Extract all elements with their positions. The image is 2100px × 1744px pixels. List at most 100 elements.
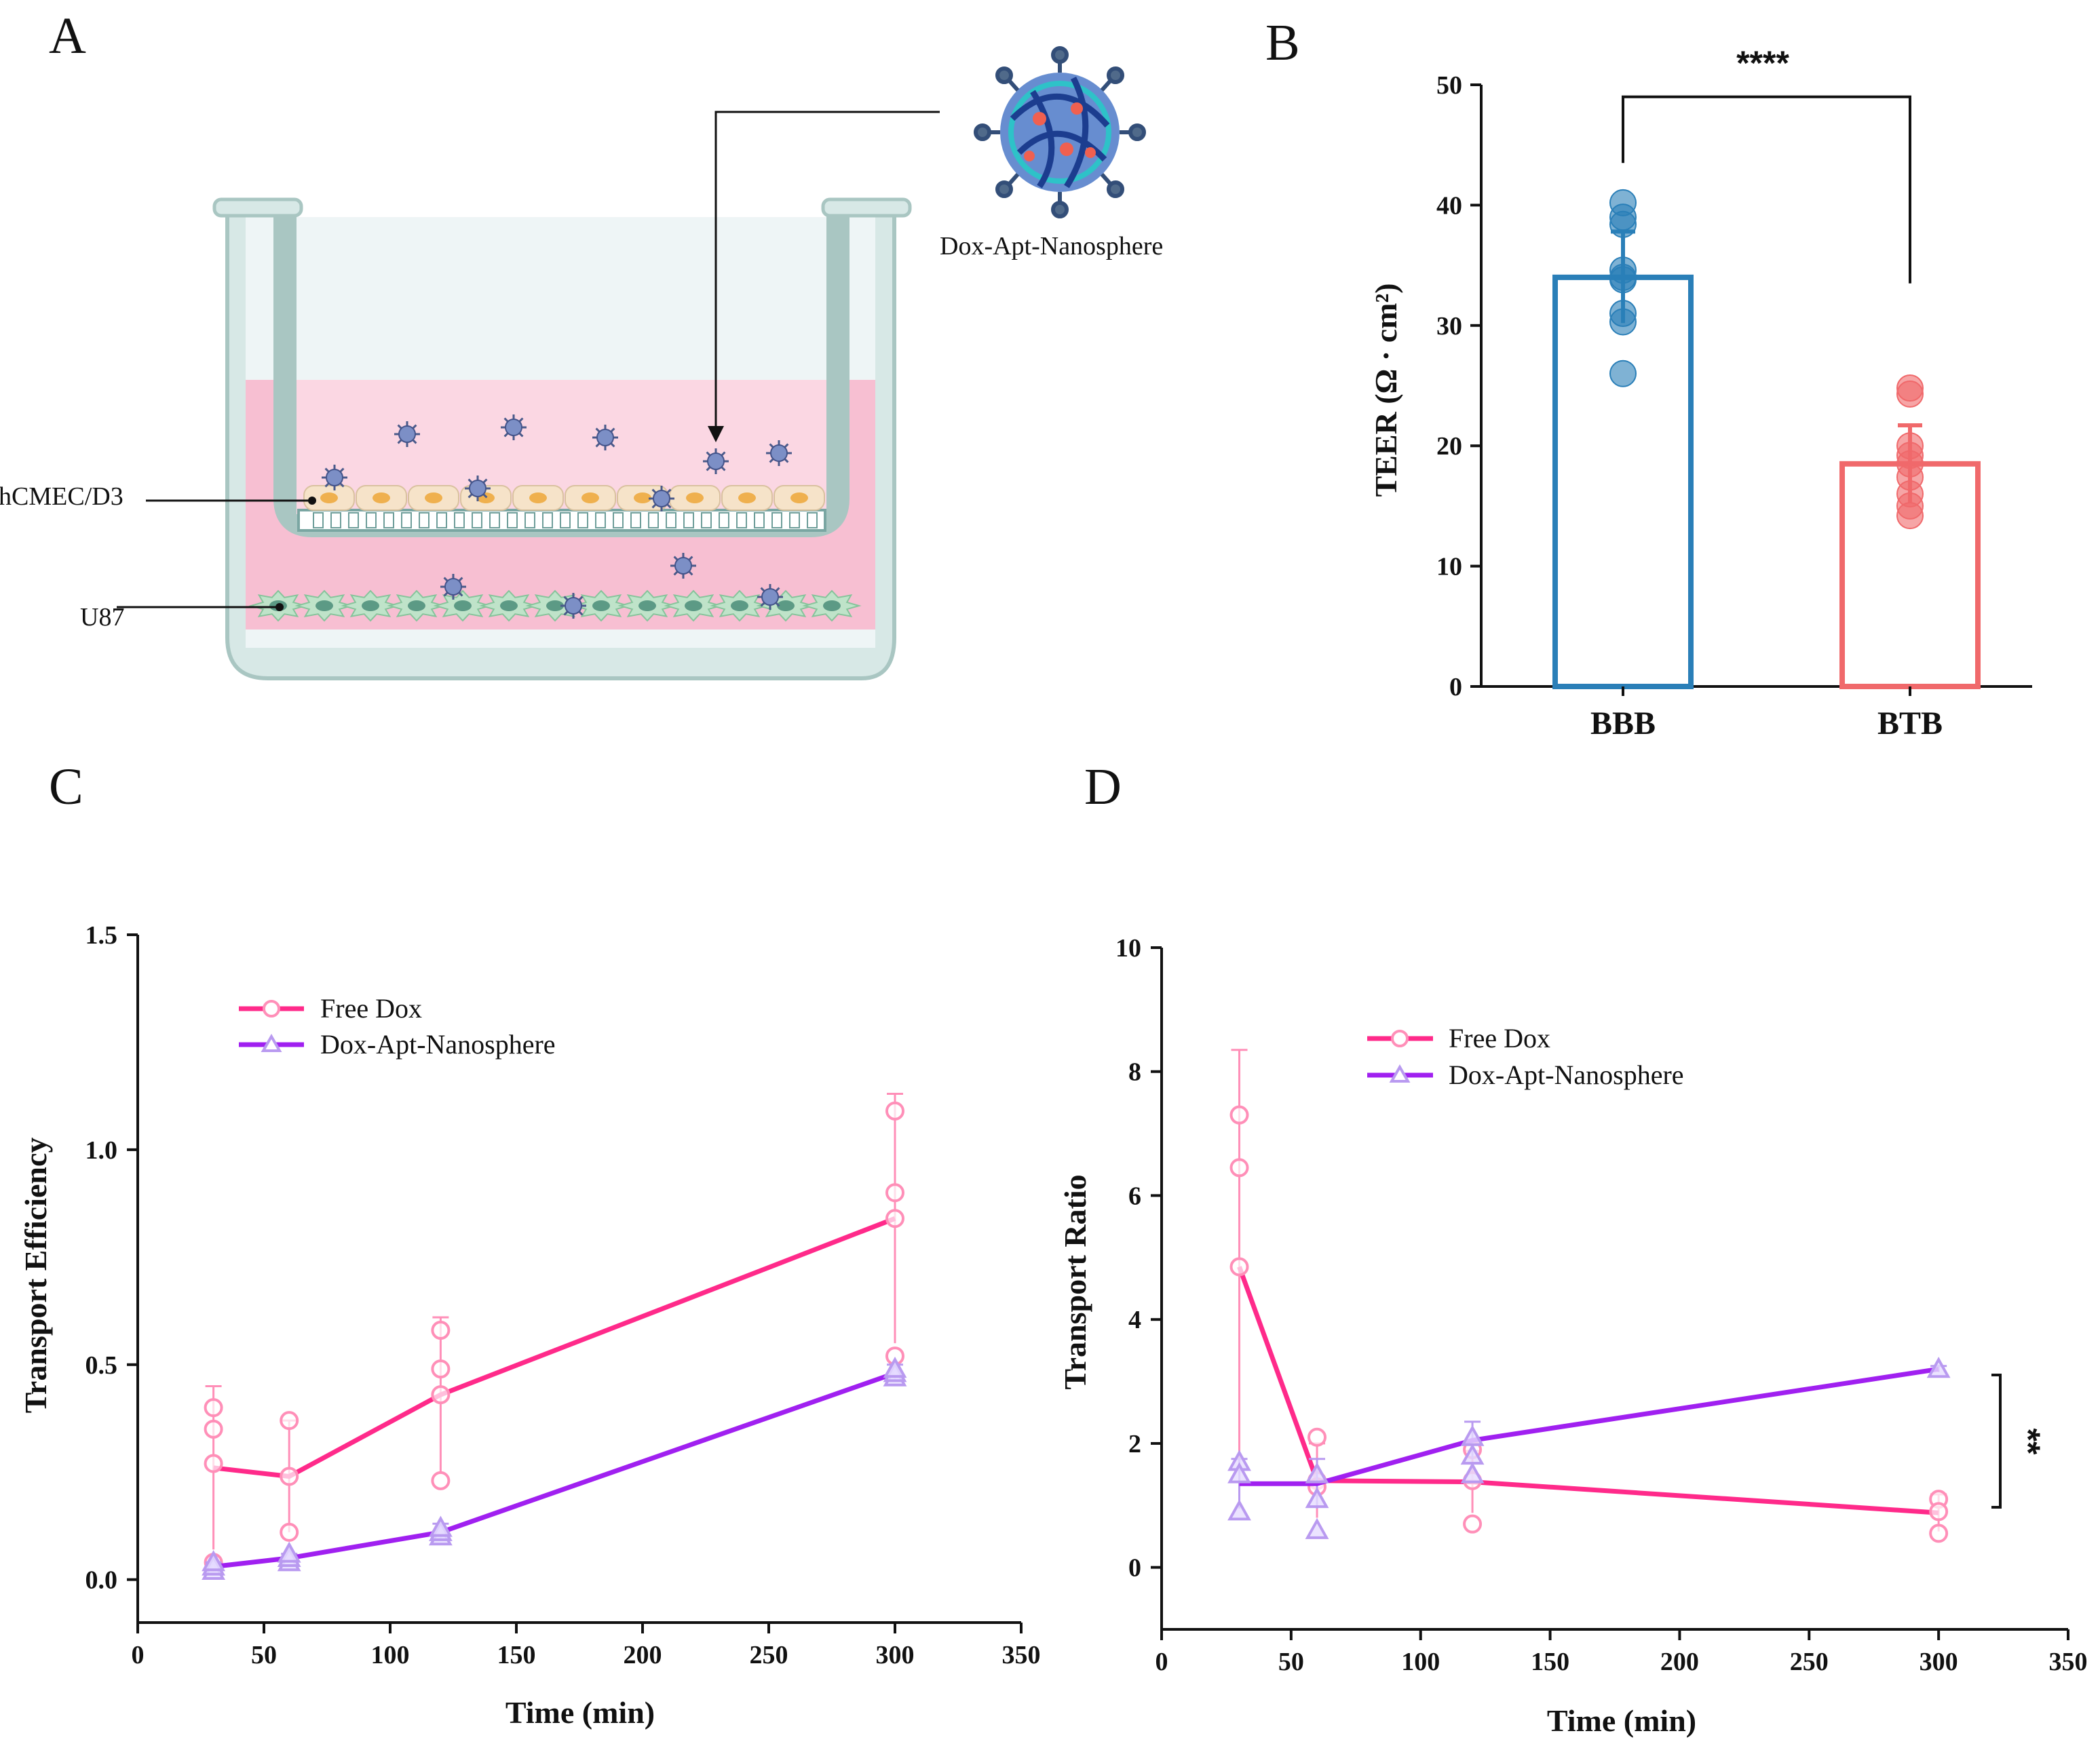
endothelial-nucleus <box>634 492 651 503</box>
c-point-free-dox <box>885 1183 904 1203</box>
glioma-nucleus <box>685 600 702 611</box>
panel-letter-b: B <box>1265 14 1300 71</box>
ratio-significance-bracket <box>1991 1374 2002 1509</box>
d-line-free-dox <box>1237 1266 1939 1515</box>
d-y-tick-label: 8 <box>1128 1058 1141 1087</box>
nanoparticle-core <box>505 419 522 436</box>
membrane-pore <box>577 512 588 528</box>
nanoparticle-core <box>707 452 725 470</box>
d-y-tick-label: 2 <box>1128 1430 1141 1458</box>
membrane-pore <box>701 512 712 528</box>
d-x-tick-label: 0 <box>1156 1648 1168 1676</box>
c-x-tick-label: 100 <box>371 1641 410 1669</box>
nanoparticle <box>322 465 347 490</box>
membrane-pore <box>736 512 747 528</box>
panel-letter-a: A <box>49 7 86 64</box>
membrane-pore <box>542 512 553 528</box>
nanoparticle <box>440 574 466 600</box>
nanosphere-illustration <box>974 46 1146 218</box>
data-point-bbb <box>1609 266 1637 294</box>
c-point-free-dox <box>280 1411 299 1431</box>
data-point-bbb <box>1609 210 1637 238</box>
endothelial-nucleus <box>373 492 390 503</box>
nanoparticle-core <box>565 597 582 615</box>
hcmec-cell-layer <box>303 485 825 511</box>
nanoparticle <box>766 440 792 466</box>
c-y-tick-label: 0.5 <box>85 1351 118 1380</box>
legend-marker-free-dox <box>263 1000 280 1018</box>
nanoparticle-core <box>770 444 788 462</box>
d-point-nanosphere <box>1305 1462 1329 1484</box>
c-point-free-dox <box>431 1471 451 1490</box>
ratio-legend: Free Dox Dox-Apt-Nanosphere <box>1367 1023 1684 1090</box>
c-point-free-dox <box>204 1454 223 1473</box>
d-x-tick-label: 150 <box>1531 1648 1569 1676</box>
c-x-tick-label: 250 <box>750 1641 788 1669</box>
glioma-nucleus <box>592 600 610 611</box>
c-line-free-dox <box>213 1216 896 1479</box>
ratio-x-axis-title: Time (min) <box>1547 1703 1696 1738</box>
d-point-free-dox <box>1229 1257 1249 1277</box>
u87-leader-dot <box>275 603 284 611</box>
d-line-nanosphere <box>1239 1366 1939 1486</box>
y-tick-label: 40 <box>1436 191 1462 220</box>
panel-c: C 0 50 100 150 200 250 300 350 0.0 0.5 1.0 1.5 Tran… <box>18 758 1041 1730</box>
d-y-tick-label: 0 <box>1128 1554 1141 1583</box>
nanoparticle <box>592 425 618 450</box>
nanoparticle <box>703 448 729 474</box>
nanosphere-leader-line <box>714 111 940 429</box>
d-x-tick-label: 350 <box>2049 1648 2088 1676</box>
nanoparticle <box>649 486 674 511</box>
c-point-free-dox <box>204 1398 223 1418</box>
membrane-pore <box>524 512 535 528</box>
nanoparticle-core <box>444 578 462 596</box>
glioma-nucleus <box>500 600 518 611</box>
hcmec-leader-dot <box>308 497 316 505</box>
d-point-free-dox <box>1929 1524 1949 1543</box>
y-tick-label: 50 <box>1436 71 1462 100</box>
membrane-pore <box>472 512 482 528</box>
legend-label-free-dox-d: Free Dox <box>1449 1023 1550 1053</box>
nanoparticle <box>394 421 420 447</box>
legend-label-nanosphere: Dox-Apt-Nanosphere <box>320 1029 556 1060</box>
glioma-nucleus <box>454 600 472 611</box>
d-x-tick-label: 300 <box>1920 1648 1958 1676</box>
data-point-bbb <box>1609 308 1637 336</box>
d-y-tick-label: 6 <box>1128 1182 1141 1210</box>
endothelial-nucleus <box>425 492 442 503</box>
membrane-pore <box>666 512 676 528</box>
d-point-free-dox <box>1229 1105 1249 1125</box>
c-y-tick-label: 1.0 <box>85 1136 118 1165</box>
panel-letter-c: C <box>49 758 83 815</box>
d-x-tick-label: 50 <box>1278 1648 1304 1676</box>
membrane-pore <box>436 512 447 528</box>
transport-efficiency-chart: 0 50 100 150 200 250 300 350 0.0 0.5 1.0 1.5 <box>85 921 1041 1669</box>
c-point-free-dox <box>431 1321 451 1340</box>
membrane-pore <box>330 512 341 528</box>
efficiency-legend: Free Dox Dox-Apt-Nanosphere <box>239 993 556 1060</box>
data-point-btb <box>1896 380 1924 408</box>
y-tick-label: 20 <box>1436 432 1462 461</box>
membrane-pore <box>613 512 624 528</box>
panel-letter-d: D <box>1084 758 1122 815</box>
d-point-free-dox <box>1229 1158 1249 1178</box>
nanoparticle <box>670 553 696 579</box>
d-point-free-dox <box>1463 1514 1483 1534</box>
c-x-tick-label: 50 <box>251 1641 277 1669</box>
c-point-nanosphere <box>428 1515 453 1537</box>
nanoparticle-core <box>596 429 614 446</box>
membrane-pore <box>771 512 782 528</box>
nanosphere-label: Dox-Apt-Nanosphere <box>940 232 1163 260</box>
c-point-free-dox <box>431 1359 451 1379</box>
glioma-nucleus <box>408 600 425 611</box>
glioma-nucleus <box>823 600 841 611</box>
glioma-nucleus <box>731 600 748 611</box>
c-point-nanosphere <box>277 1541 301 1563</box>
membrane-pore <box>630 512 641 528</box>
nanoparticle <box>757 584 783 610</box>
nanoparticle-core <box>469 480 486 497</box>
ratio-significance-label: ** <box>2009 1429 2047 1455</box>
d-x-tick-label: 200 <box>1660 1648 1699 1676</box>
membrane-pore <box>719 512 729 528</box>
nanoparticle <box>465 476 491 501</box>
